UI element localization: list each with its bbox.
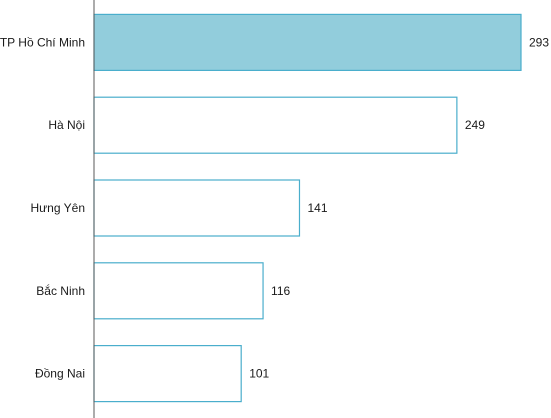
bar-0 <box>93 13 522 71</box>
category-label-1: Hà Nội <box>48 118 85 132</box>
value-label-3: 116 <box>271 284 290 298</box>
bars-group <box>93 13 522 403</box>
category-label-4: Đồng Nai <box>35 367 85 381</box>
value-label-1: 249 <box>465 118 485 132</box>
category-label-2: Hưng Yên <box>30 201 85 215</box>
category-label-0: TP Hồ Chí Minh <box>0 35 85 49</box>
bar-3 <box>93 262 264 320</box>
value-label-4: 101 <box>249 367 269 381</box>
value-label-0: 293 <box>529 35 549 49</box>
bar-4 <box>93 345 242 403</box>
bar-1 <box>93 96 458 154</box>
category-label-3: Bắc Ninh <box>36 283 85 298</box>
bar-2 <box>93 179 301 237</box>
value-label-2: 141 <box>307 201 327 215</box>
labels-group: TP Hồ Chí Minh 293 Hà Nội 249 Hưng Yên 141 Bắc… <box>0 35 549 380</box>
